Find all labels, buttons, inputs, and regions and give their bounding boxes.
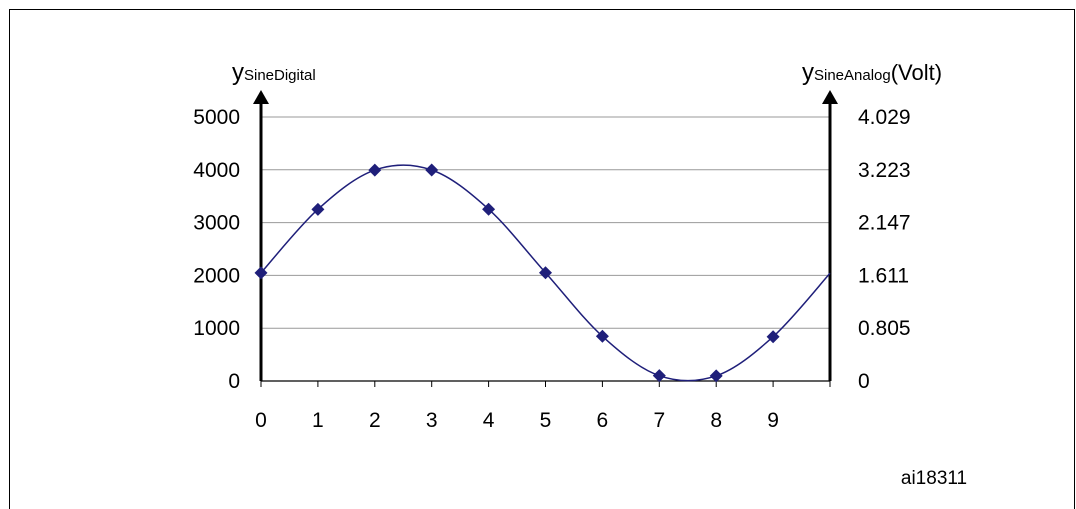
- x-tick-label: 0: [255, 409, 267, 432]
- data-point-marker: [482, 202, 496, 216]
- y-left-tick-label: 2000: [193, 264, 240, 287]
- data-point-marker: [595, 329, 609, 343]
- data-point-marker: [368, 163, 382, 177]
- figure-frame: [9, 9, 1075, 509]
- series-sine: [254, 163, 831, 383]
- y-left-tick-label: 3000: [193, 212, 240, 235]
- data-point-marker: [425, 163, 439, 177]
- x-tick-label: 7: [653, 409, 665, 432]
- y-left-tick-label: 0: [228, 370, 240, 393]
- y-left-tick-label: 1000: [193, 317, 240, 340]
- gridlines: [261, 116, 830, 329]
- data-point-marker: [652, 369, 666, 383]
- x-axis: 0 1 2 3 4 5 6 7 8 9: [255, 380, 831, 432]
- data-point-marker: [709, 369, 723, 383]
- x-tick-label: 8: [710, 409, 722, 432]
- y-axis-right: 0 0.805 1.611 2.147 3.223 4.029: [822, 90, 911, 393]
- y-right-tick-label: 0: [858, 370, 870, 393]
- y-right-tick-label: 2.147: [858, 212, 911, 235]
- y-right-arrow-head: [822, 90, 838, 104]
- figure-id: ai18311: [901, 468, 967, 489]
- y-right-tick-label: 1.611: [858, 264, 909, 287]
- x-tick-label: 5: [540, 409, 552, 432]
- y-axis-left: 0 1000 2000 3000 4000 5000: [193, 90, 269, 393]
- data-point-marker: [311, 202, 325, 216]
- y-left-tick-label: 5000: [193, 106, 240, 129]
- x-tick-label: 9: [767, 409, 779, 432]
- data-point-marker: [766, 330, 780, 344]
- y-left-tick-label: 4000: [193, 159, 240, 182]
- y-right-tick-label: 3.223: [858, 159, 911, 182]
- data-point-marker: [539, 266, 552, 280]
- x-tick-label: 6: [597, 409, 609, 432]
- x-tick-label: 3: [426, 409, 438, 432]
- y-left-arrow-head: [253, 90, 269, 104]
- x-tick-label: 4: [483, 409, 495, 432]
- y-right-tick-label: 0.805: [858, 317, 911, 340]
- data-point-marker: [254, 266, 268, 280]
- y-axis-right-title: ySineAnalog(Volt): [802, 59, 942, 86]
- x-tick-label: 1: [312, 409, 324, 432]
- y-right-tick-label: 4.029: [858, 106, 911, 129]
- y-axis-left-title: ySineDigital: [232, 59, 316, 86]
- x-tick-label: 2: [369, 409, 381, 432]
